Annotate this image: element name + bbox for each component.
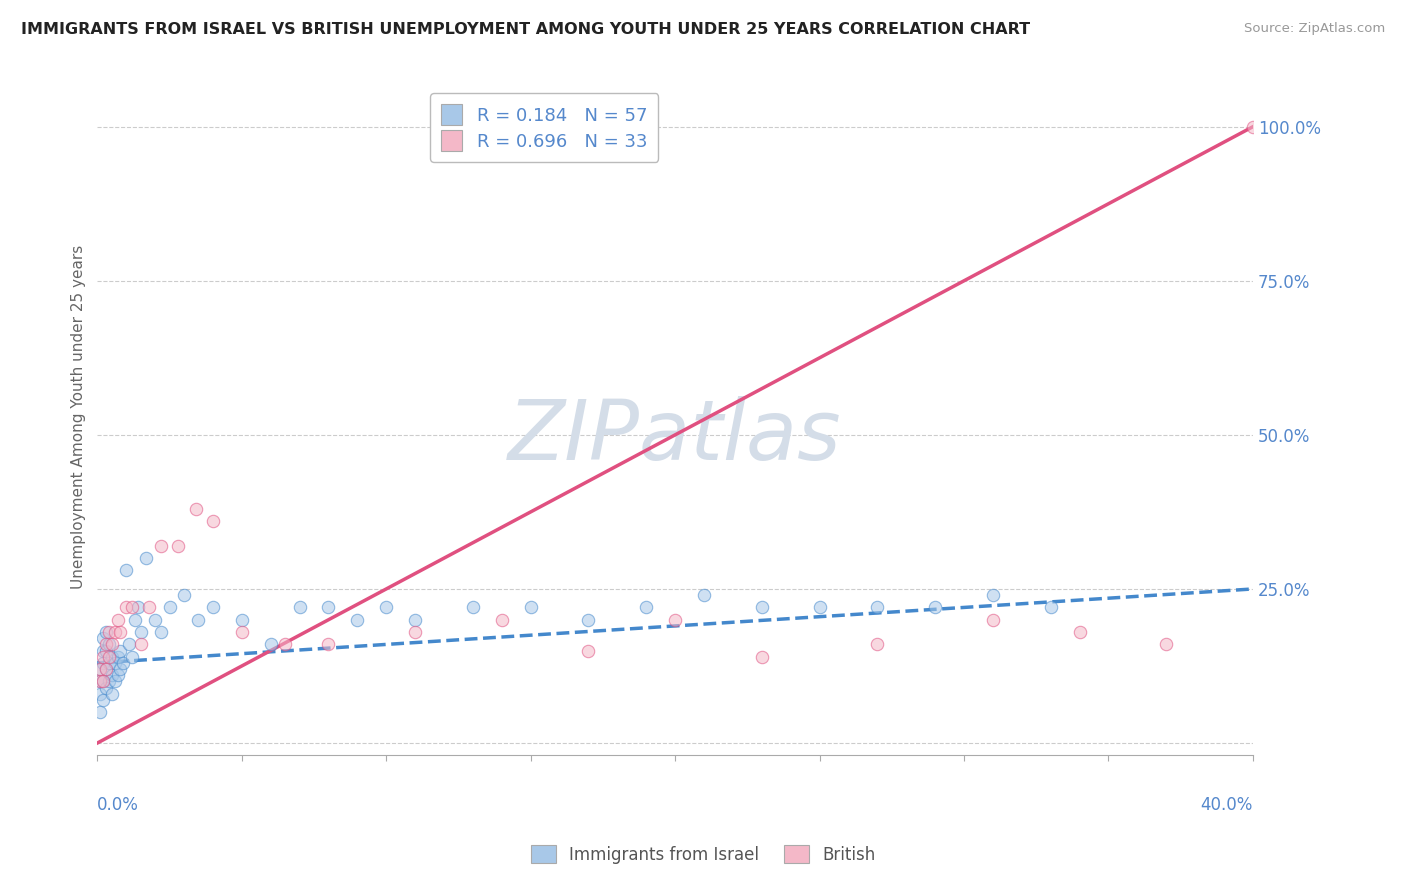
Point <box>97 637 120 651</box>
Point <box>288 600 311 615</box>
Text: 0.0%: 0.0% <box>97 796 139 814</box>
Text: Source: ZipAtlas.com: Source: ZipAtlas.com <box>1244 22 1385 36</box>
Point <box>129 637 152 651</box>
Point <box>97 649 120 664</box>
Point <box>89 687 111 701</box>
Point <box>318 637 340 651</box>
Point <box>97 656 120 670</box>
Legend: R = 0.184   N = 57, R = 0.696   N = 33: R = 0.184 N = 57, R = 0.696 N = 33 <box>430 94 658 162</box>
Point <box>751 649 773 664</box>
Y-axis label: Unemployment Among Youth under 25 years: Unemployment Among Youth under 25 years <box>72 244 86 589</box>
Text: IMMIGRANTS FROM ISRAEL VS BRITISH UNEMPLOYMENT AMONG YOUTH UNDER 25 YEARS CORREL: IMMIGRANTS FROM ISRAEL VS BRITISH UNEMPL… <box>21 22 1031 37</box>
Point <box>1069 625 1091 640</box>
Point <box>94 637 117 651</box>
Point <box>127 600 149 615</box>
Point <box>274 637 297 651</box>
Point <box>104 674 127 689</box>
Point <box>461 600 484 615</box>
Point <box>94 662 117 676</box>
Point <box>346 613 368 627</box>
Point <box>97 674 120 689</box>
Point <box>751 600 773 615</box>
Point <box>808 600 831 615</box>
Point <box>149 625 172 640</box>
Point <box>104 625 127 640</box>
Point <box>375 600 398 615</box>
Point <box>173 588 195 602</box>
Point <box>101 687 124 701</box>
Point <box>94 681 117 695</box>
Point <box>578 613 600 627</box>
Point <box>664 613 686 627</box>
Point <box>866 600 889 615</box>
Point <box>167 539 190 553</box>
Point <box>121 600 143 615</box>
Point <box>101 649 124 664</box>
Legend: Immigrants from Israel, British: Immigrants from Israel, British <box>524 838 882 871</box>
Point <box>91 693 114 707</box>
Point <box>110 662 132 676</box>
Point <box>231 613 253 627</box>
Point <box>89 662 111 676</box>
Point <box>866 637 889 651</box>
Point <box>107 668 129 682</box>
Point <box>636 600 658 615</box>
Text: ZIPatlas: ZIPatlas <box>509 396 842 477</box>
Point <box>89 674 111 689</box>
Point <box>404 613 426 627</box>
Point <box>89 674 111 689</box>
Point <box>110 625 132 640</box>
Point <box>115 564 138 578</box>
Point <box>231 625 253 640</box>
Point <box>124 613 146 627</box>
Point <box>1039 600 1062 615</box>
Point <box>91 632 114 646</box>
Point <box>94 643 117 657</box>
Point <box>1241 120 1264 134</box>
Point <box>201 514 224 528</box>
Point <box>104 656 127 670</box>
Point <box>94 662 117 676</box>
Point <box>135 551 157 566</box>
Point <box>143 613 166 627</box>
Point <box>519 600 541 615</box>
Point <box>110 643 132 657</box>
Point <box>187 613 209 627</box>
Point <box>404 625 426 640</box>
Point <box>981 613 1004 627</box>
Text: 40.0%: 40.0% <box>1201 796 1253 814</box>
Point <box>693 588 716 602</box>
Point <box>260 637 283 651</box>
Point <box>159 600 181 615</box>
Point <box>118 637 141 651</box>
Point <box>91 649 114 664</box>
Point <box>184 501 207 516</box>
Point <box>101 637 124 651</box>
Point <box>924 600 946 615</box>
Point <box>89 662 111 676</box>
Point <box>101 668 124 682</box>
Point <box>491 613 513 627</box>
Point <box>91 656 114 670</box>
Point <box>94 625 117 640</box>
Point <box>1154 637 1177 651</box>
Point <box>115 600 138 615</box>
Point <box>107 649 129 664</box>
Point <box>91 674 114 689</box>
Point <box>981 588 1004 602</box>
Point <box>129 625 152 640</box>
Point <box>91 643 114 657</box>
Point <box>138 600 160 615</box>
Point <box>578 643 600 657</box>
Point <box>91 674 114 689</box>
Point <box>149 539 172 553</box>
Point <box>121 649 143 664</box>
Point <box>318 600 340 615</box>
Point <box>112 656 135 670</box>
Point <box>201 600 224 615</box>
Point <box>107 613 129 627</box>
Point <box>89 705 111 719</box>
Point <box>97 625 120 640</box>
